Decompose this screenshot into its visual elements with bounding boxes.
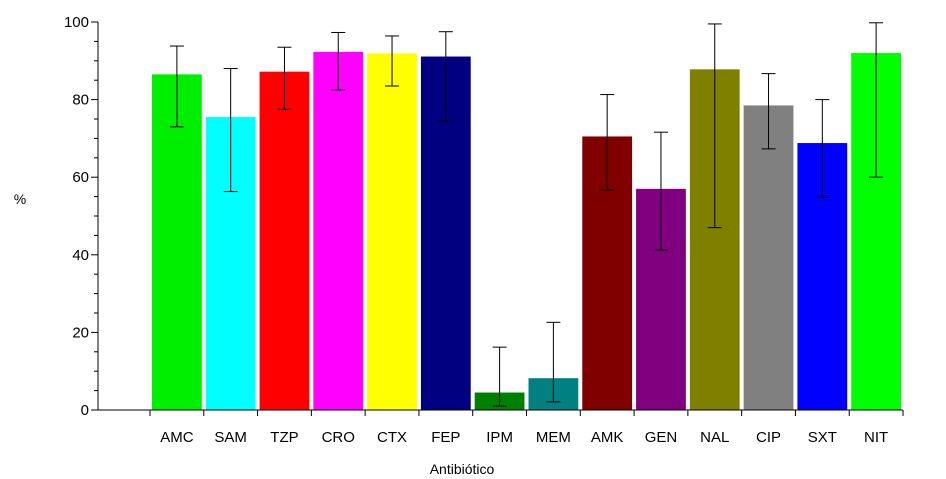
y-tick-label: 80: [72, 92, 89, 109]
bar-ctx: [367, 53, 417, 410]
x-axis-title: Antibiótico: [430, 461, 495, 477]
x-tick-label: MEM: [536, 429, 571, 446]
y-tick-label: 100: [64, 14, 89, 31]
bar-cro: [313, 51, 364, 410]
x-tick-label: GEN: [645, 429, 678, 446]
x-tick-label: CTX: [377, 429, 407, 446]
x-tick-label: NAL: [700, 429, 729, 446]
x-tick-label: CIP: [756, 429, 781, 446]
bars: [152, 51, 901, 411]
y-axis-title: %: [14, 191, 26, 207]
x-tick-label: AMK: [591, 429, 624, 446]
bar-amc: [152, 74, 202, 410]
x-tick-label: SAM: [214, 429, 247, 446]
x-tick-label: IPM: [486, 429, 513, 446]
bar-tzp: [259, 71, 310, 410]
error-bars: [169, 22, 884, 407]
x-tick-label: AMC: [160, 429, 194, 446]
x-tick-label: SXT: [808, 429, 837, 446]
x-tick-label: TZP: [270, 429, 298, 446]
x-axis: AMC SAM TZP CRO CTX FEP IPM MEM AMK GEN NAL CIP SXT N…: [98, 409, 904, 446]
y-tick-label: 40: [72, 247, 89, 264]
y-tick-label: 20: [72, 324, 89, 341]
bar-cip: [743, 105, 794, 411]
y-tick-label: 0: [81, 402, 89, 419]
x-tick-label: CRO: [322, 429, 355, 446]
x-tick-label: NIT: [864, 429, 888, 446]
y-axis: 0 20 40 60 80 100: [64, 14, 99, 419]
y-tick-label: 60: [72, 169, 89, 186]
x-tick-label: FEP: [431, 429, 460, 446]
